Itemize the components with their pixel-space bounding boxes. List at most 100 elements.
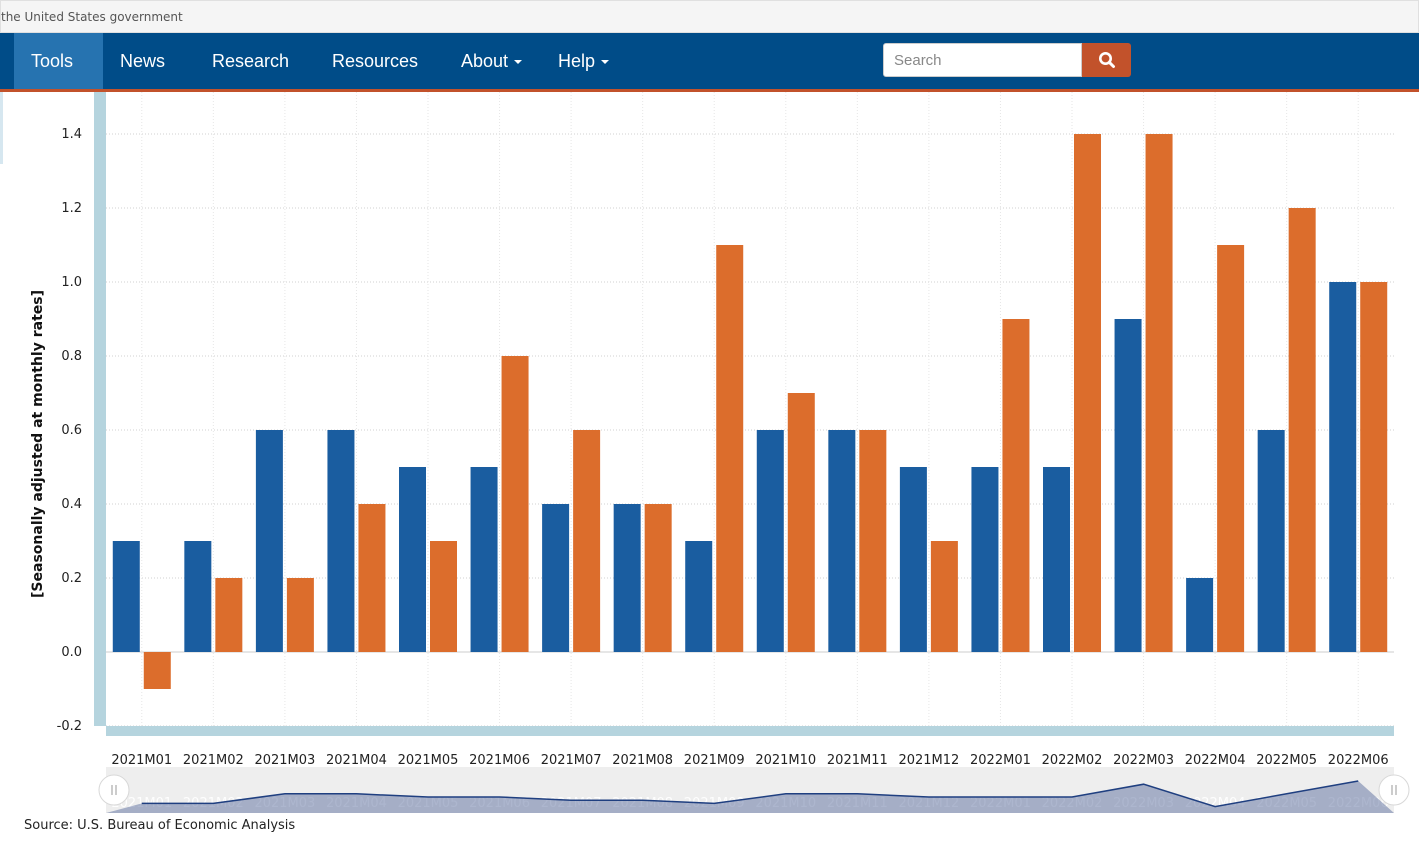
bar-series1-2021M06[interactable] — [470, 467, 498, 652]
bar-chart: 1.4 1.2 1.0 0.8 0.6 0.4 0.2 0.0 -0.2 [Seasonally… — [30, 92, 1410, 813]
main-nav: Tools News Research Resources About Help — [0, 33, 1419, 121]
nav-news[interactable]: News — [103, 33, 195, 121]
x-tick-label: 2022M04 — [1185, 753, 1246, 768]
y-tick-label: 0.8 — [61, 349, 82, 364]
x-tick-label: 2021M01 — [111, 753, 172, 768]
x-tick-label: 2021M10 — [755, 753, 816, 768]
caret-down-icon — [338, 116, 346, 121]
bars — [112, 134, 1388, 689]
bar-series1-2021M05[interactable] — [399, 467, 426, 652]
x-tick-label: 2021M08 — [612, 753, 673, 768]
x-tick-label: 2022M01 — [970, 753, 1031, 768]
bar-series2-2021M05[interactable] — [430, 541, 457, 652]
y-tick-labels: 1.4 1.2 1.0 0.8 0.6 0.4 0.2 0.0 -0.2 — [57, 127, 82, 734]
bar-series1-2021M03[interactable] — [255, 430, 283, 652]
bar-series1-2021M01[interactable] — [112, 541, 140, 652]
bar-series2-2021M02[interactable] — [215, 578, 243, 652]
bar-series2-2021M04[interactable] — [358, 504, 386, 652]
bar-series2-2022M05[interactable] — [1288, 208, 1316, 652]
x-tick-label: 2021M04 — [326, 753, 387, 768]
navigator-handle-left[interactable] — [98, 774, 130, 806]
bar-series2-2021M10[interactable] — [787, 393, 815, 652]
bar-series2-2022M02[interactable] — [1074, 134, 1101, 652]
bar-series1-2021M10[interactable] — [756, 430, 784, 652]
x-tick-label: 2021M05 — [398, 753, 459, 768]
bar-series2-2021M09[interactable] — [716, 245, 744, 652]
x-tick-label: 2022M05 — [1256, 753, 1317, 768]
nav-news-label: News — [120, 51, 166, 71]
y-tick-label: 0.6 — [61, 423, 82, 438]
caret-down-icon — [37, 116, 45, 121]
grid-layer — [106, 92, 1394, 727]
nav-tools[interactable]: Tools — [14, 33, 103, 121]
gov-banner-text: the United States government — [1, 10, 183, 24]
x-axis-bar — [106, 726, 1394, 736]
nav-tools-label: Tools — [31, 51, 74, 71]
bar-series2-2022M01[interactable] — [1002, 319, 1030, 652]
bar-series1-2022M02[interactable] — [1043, 467, 1070, 652]
bar-series1-2021M02[interactable] — [184, 541, 212, 652]
bar-series1-2022M01[interactable] — [971, 467, 999, 652]
x-tick-label: 2021M06 — [469, 753, 530, 768]
caret-down-icon — [126, 116, 134, 121]
search-button[interactable] — [1082, 43, 1131, 77]
bar-series2-2022M06[interactable] — [1360, 282, 1388, 652]
x-tick-labels: 2021M01 2021M02 2021M03 2021M04 2021M05 2021M… — [111, 753, 1388, 768]
y-axis-bar — [94, 92, 106, 726]
bar-series1-2021M12[interactable] — [899, 467, 927, 652]
range-navigator[interactable]: 2021M012021M022021M032021M042021M052021M… — [98, 767, 1410, 813]
x-tick-label: 2021M02 — [183, 753, 244, 768]
bar-series2-2022M04[interactable] — [1217, 245, 1245, 652]
bar-series2-2021M11[interactable] — [859, 430, 887, 652]
x-tick-label: 2021M11 — [827, 753, 888, 768]
side-panel-edge — [0, 92, 3, 164]
bar-series1-2021M07[interactable] — [542, 504, 570, 652]
bar-series1-2022M06[interactable] — [1329, 282, 1357, 652]
bar-series2-2021M07[interactable] — [573, 430, 601, 652]
navigator-series-line — [141, 780, 1359, 808]
x-tick-label: 2021M03 — [254, 753, 315, 768]
y-tick-label: 0.2 — [61, 571, 82, 586]
bar-series1-2022M03[interactable] — [1114, 319, 1142, 652]
search-input[interactable] — [883, 43, 1082, 77]
nav-resources-label: Resources — [332, 51, 419, 71]
nav-help-label: Help — [558, 51, 596, 71]
y-tick-label: 1.4 — [61, 127, 82, 142]
navigator-series-area — [106, 781, 1394, 813]
x-tick-label: 2022M02 — [1042, 753, 1103, 768]
x-tick-label: 2021M07 — [541, 753, 602, 768]
nav-help[interactable]: Help — [541, 33, 627, 89]
y-tick-label: -0.2 — [57, 719, 82, 734]
bar-series1-2021M11[interactable] — [828, 430, 856, 652]
nav-research-label: Research — [212, 51, 290, 71]
caret-down-icon — [514, 60, 523, 65]
bar-series2-2021M08[interactable] — [644, 504, 672, 652]
bar-series1-2021M08[interactable] — [613, 504, 641, 652]
bar-series1-2022M04[interactable] — [1186, 578, 1214, 652]
y-tick-label: 1.2 — [61, 201, 82, 216]
y-tick-label: 0.4 — [61, 497, 82, 512]
bar-series2-2022M03[interactable] — [1145, 134, 1173, 652]
bar-series2-2021M01[interactable] — [143, 652, 171, 689]
nav-resources[interactable]: Resources — [315, 33, 444, 121]
bar-series2-2021M06[interactable] — [501, 356, 529, 652]
caret-down-icon — [601, 60, 610, 65]
nav-about[interactable]: About — [444, 33, 541, 89]
bar-series1-2022M05[interactable] — [1257, 430, 1285, 652]
nav-research[interactable]: Research — [195, 33, 315, 121]
bar-series1-2021M09[interactable] — [685, 541, 713, 652]
gov-banner: the United States government — [0, 0, 1419, 33]
bar-series1-2021M04[interactable] — [327, 430, 355, 652]
bar-series2-2021M03[interactable] — [286, 578, 314, 652]
navigator-handle-right[interactable] — [1378, 774, 1410, 806]
x-tick-label: 2021M09 — [684, 753, 745, 768]
nav-about-label: About — [461, 51, 509, 71]
source-note: Source: U.S. Bureau of Economic Analysis — [24, 818, 296, 833]
search-icon — [1098, 52, 1115, 68]
caret-down-icon — [218, 116, 226, 121]
y-axis-title: [Seasonally adjusted at monthly rates] — [30, 290, 46, 598]
x-tick-label: 2022M06 — [1328, 753, 1389, 768]
y-tick-label: 1.0 — [61, 275, 82, 290]
y-tick-label: 0.0 — [61, 645, 82, 660]
bar-series2-2021M12[interactable] — [930, 541, 958, 652]
